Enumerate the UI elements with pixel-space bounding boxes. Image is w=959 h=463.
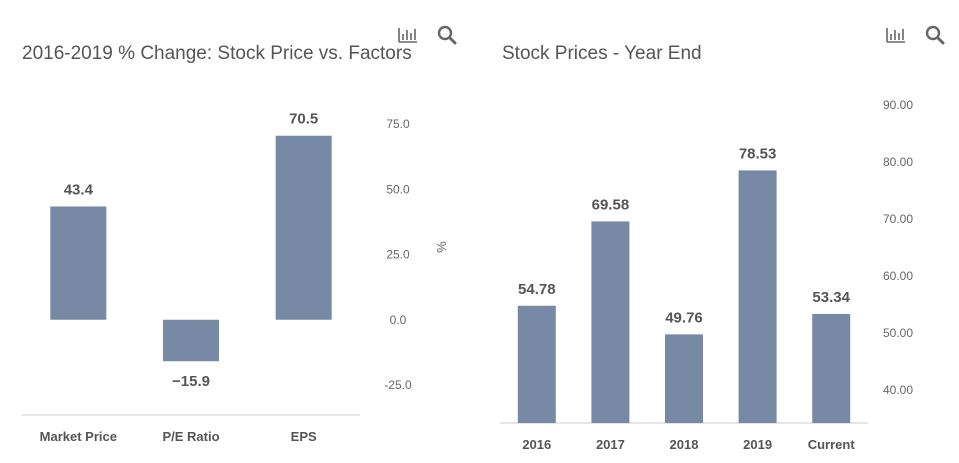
x-tick-label: Current: [808, 437, 856, 452]
x-tick-label: 2019: [743, 437, 772, 452]
bar-2018: [665, 334, 703, 423]
data-label: 78.53: [739, 145, 777, 162]
y-tick-label: 40.00: [883, 383, 913, 397]
y-tick-label: 50.0: [386, 182, 410, 196]
search-icon[interactable]: [924, 24, 946, 46]
y-tick-label: 80.00: [883, 155, 913, 169]
y-tick-label: 70.00: [883, 212, 913, 226]
y-tick-label: 75.0: [386, 117, 410, 131]
x-tick-label: 2016: [522, 437, 551, 452]
bar-chart-icon[interactable]: [397, 24, 419, 46]
data-label: −15.9: [172, 373, 210, 390]
chart-panel-right: Stock Prices - Year End 54.78 2016 69.58 20…: [480, 0, 959, 463]
x-tick-label: Market Price: [40, 429, 117, 444]
data-label: 69.58: [592, 196, 630, 213]
x-tick-label: EPS: [291, 429, 317, 444]
bar-current: [812, 313, 851, 423]
y-tick-label: -25.0: [384, 378, 412, 392]
y-tick-label: 90.00: [883, 98, 913, 112]
bar-2019: [738, 170, 777, 423]
y-tick-label: 25.0: [386, 248, 410, 262]
chart-title: Stock Prices - Year End: [502, 43, 702, 64]
data-label: 49.76: [665, 309, 703, 326]
data-label: 43.4: [64, 181, 94, 198]
bar-p-e-ratio: [163, 319, 219, 362]
chart-right-plot: 54.78 2016 69.58 2017 49.76 2018 78.53 2019 53.3…: [500, 98, 913, 452]
x-tick-label: 2017: [596, 437, 625, 452]
data-label: 70.5: [289, 111, 318, 128]
data-label: 53.34: [812, 289, 850, 306]
y-axis-label: %: [434, 241, 449, 253]
x-tick-label: P/E Ratio: [162, 429, 219, 444]
chart-title: 2016-2019 % Change: Stock Price vs. Fact…: [22, 43, 412, 64]
y-tick-label: 0.0: [390, 313, 407, 327]
data-label: 54.78: [518, 281, 556, 298]
y-tick-label: 50.00: [883, 326, 913, 340]
bar-eps: [275, 135, 332, 320]
y-tick-label: 60.00: [883, 269, 913, 283]
bar-market-price: [50, 206, 107, 320]
bar-2016: [517, 305, 556, 423]
bar-2017: [591, 221, 630, 423]
search-icon[interactable]: [436, 24, 458, 46]
bar-chart-icon[interactable]: [885, 24, 907, 46]
chart-panel-left: 2016-2019 % Change: Stock Price vs. Fact…: [22, 24, 458, 444]
x-tick-label: 2018: [670, 437, 699, 452]
chart-left-plot: 43.4 Market Price −15.9 P/E Ratio 70.5 EPS 75.…: [22, 111, 449, 444]
